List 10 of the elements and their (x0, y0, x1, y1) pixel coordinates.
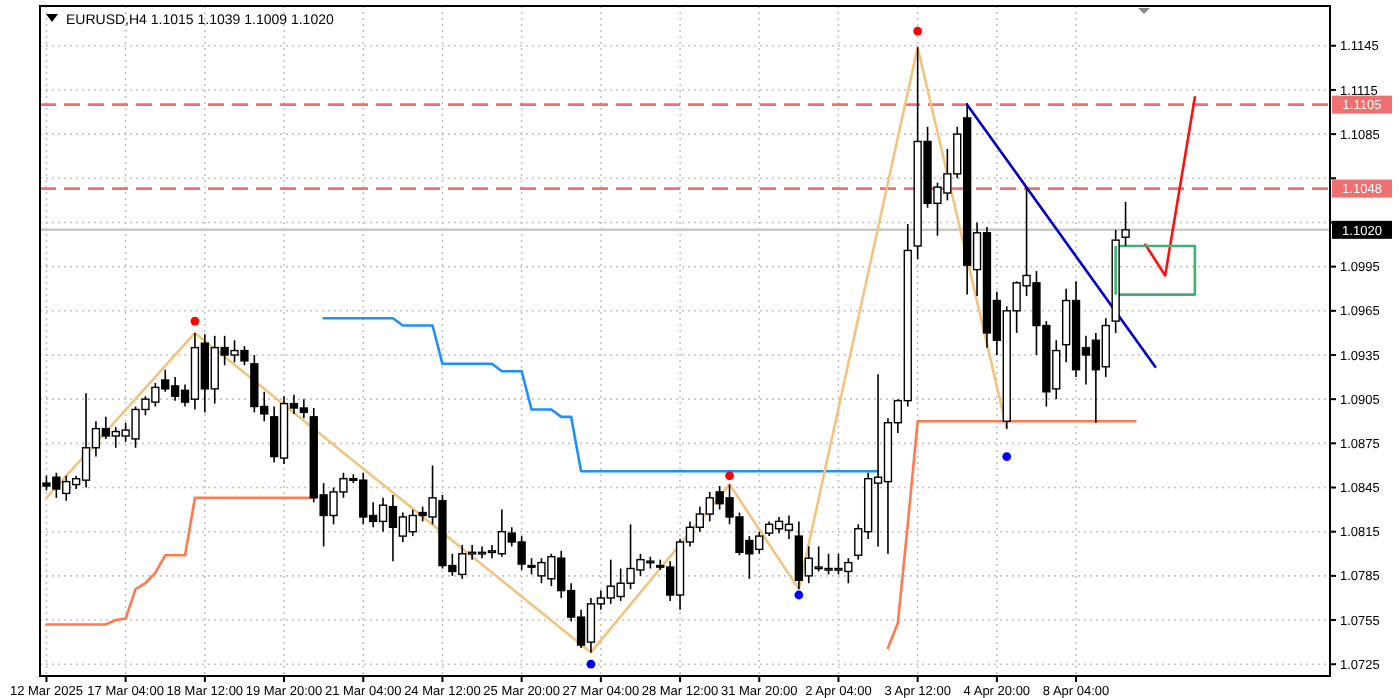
point (725, 471, 734, 481)
line-series (45, 45, 1009, 654)
point (586, 659, 596, 669)
candlestick (1121, 201, 1130, 247)
line-series (45, 496, 316, 626)
point (190, 316, 200, 326)
line-series (886, 419, 1137, 650)
point (794, 590, 804, 600)
point (913, 26, 923, 36)
point (1002, 452, 1012, 461)
